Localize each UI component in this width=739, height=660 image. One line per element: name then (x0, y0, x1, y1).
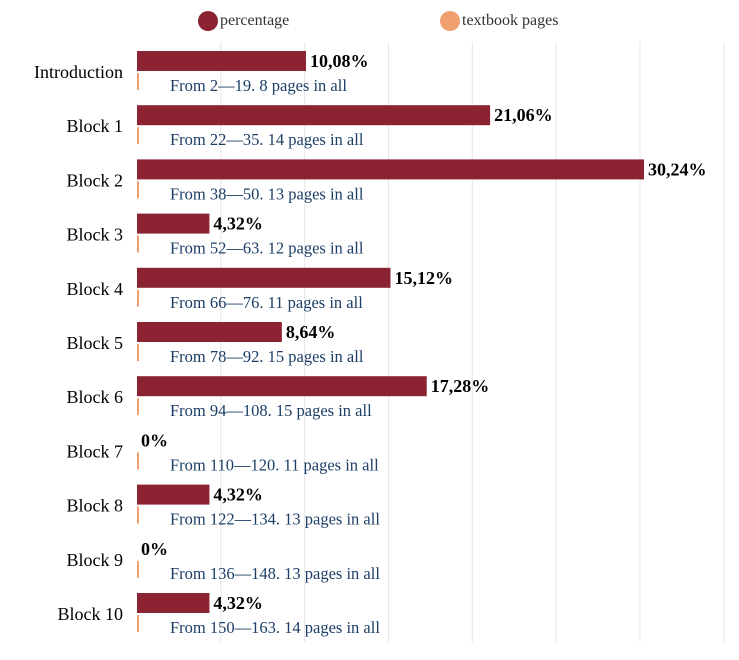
legend-textbook-pages: textbook pages (440, 11, 558, 31)
category-label: Block 10 (58, 604, 124, 624)
category-label: Block 3 (67, 225, 124, 245)
percentage-bar (137, 322, 282, 342)
textbook-pages-bar (137, 506, 139, 524)
percentage-bar (137, 376, 427, 397)
legend-pages-swatch (440, 11, 460, 31)
textbook-pages-label: From 122—134. 13 pages in all (170, 510, 380, 529)
category-label: Introduction (34, 62, 123, 82)
category-label: Block 9 (67, 550, 124, 570)
percentage-bar (137, 51, 306, 71)
percentage-bar (137, 484, 210, 505)
percentage-bar (137, 213, 210, 234)
legend-pages-label: textbook pages (462, 12, 559, 29)
textbook-pages-label: From 66—76. 11 pages in all (170, 293, 363, 312)
textbook-pages-label: From 110—120. 11 pages in all (170, 455, 379, 474)
percentage-value-label: 0% (141, 539, 168, 559)
textbook-pages-bar (137, 344, 139, 361)
textbook-pages-bar (137, 181, 139, 199)
textbook-pages-label: From 78—92. 15 pages in all (170, 347, 364, 366)
percentage-value-label: 10,08% (310, 51, 369, 71)
textbook-pages-label: From 136—148. 13 pages in all (170, 564, 380, 583)
percentage-bar (137, 267, 391, 288)
textbook-pages-label: From 150—163. 14 pages in all (170, 618, 380, 637)
textbook-pages-bar (137, 73, 139, 90)
textbook-pages-label: From 2—19. 8 pages in all (170, 76, 347, 95)
legend-percentage: percentage (198, 11, 289, 31)
percentage-value-label: 15,12% (395, 268, 454, 288)
category-label: Block 7 (67, 441, 124, 461)
percentage-value-label: 4,32% (213, 593, 263, 613)
percentage-value-label: 30,24% (648, 159, 707, 179)
category-label: Block 2 (67, 170, 124, 190)
textbook-pages-label: From 38—50. 13 pages in all (170, 184, 364, 203)
textbook-pages-bar (137, 615, 139, 632)
percentage-value-label: 21,06% (494, 105, 553, 125)
percentage-value-label: 17,28% (431, 376, 490, 396)
textbook-pages-bar (137, 289, 139, 307)
percentage-value-label: 4,32% (213, 485, 263, 505)
percentage-value-label: 4,32% (213, 214, 263, 234)
percentage-value-label: 8,64% (286, 322, 336, 342)
textbook-pages-bar (137, 560, 139, 578)
percentage-bar (137, 159, 644, 180)
textbook-pages-bar (137, 398, 139, 416)
legend-percentage-swatch (198, 11, 218, 31)
textbook-pages-bar (137, 127, 139, 145)
category-label: Block 5 (67, 333, 124, 353)
percentage-bar (137, 105, 491, 126)
category-label: Block 4 (67, 279, 124, 299)
percentage-value-label: 0% (141, 430, 168, 450)
legend-percentage-label: percentage (220, 12, 290, 29)
category-label: Block 6 (67, 387, 124, 407)
textbook-pages-bar (137, 235, 139, 253)
category-label: Block 8 (67, 496, 124, 516)
textbook-pages-label: From 22—35. 14 pages in all (170, 130, 364, 149)
category-label: Block 1 (67, 116, 124, 136)
textbook-pages-bar (137, 452, 139, 470)
textbook-pages-label: From 94—108. 15 pages in all (170, 401, 372, 420)
percentage-bar (137, 593, 210, 613)
textbook-pages-label: From 52—63. 12 pages in all (170, 239, 364, 258)
